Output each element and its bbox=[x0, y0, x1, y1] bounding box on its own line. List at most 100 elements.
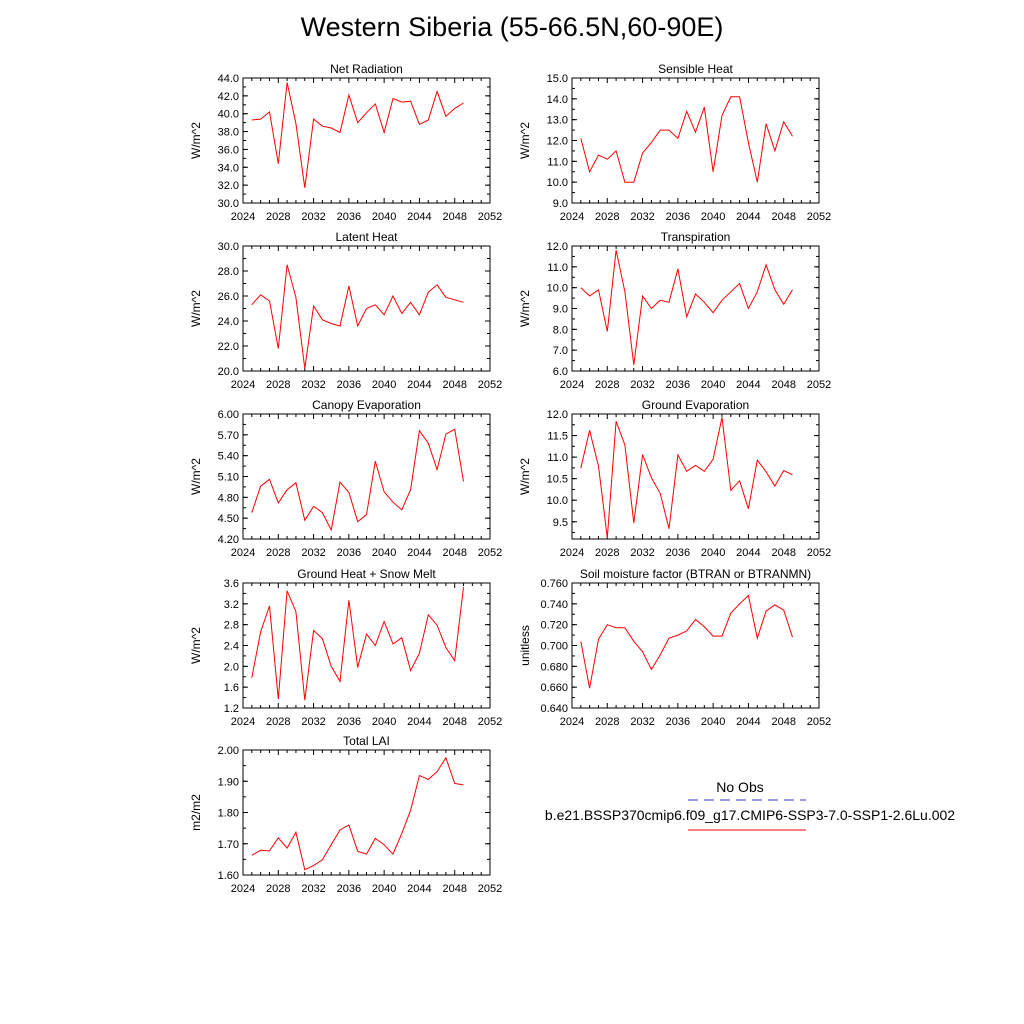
x-tick-label: 2048 bbox=[771, 211, 795, 223]
x-tick-label: 2048 bbox=[442, 211, 466, 223]
y-tick-label: 26.0 bbox=[218, 291, 239, 303]
x-tick-label: 2040 bbox=[701, 547, 725, 559]
plot-frame bbox=[571, 77, 820, 204]
x-tick-label: 2040 bbox=[701, 379, 725, 391]
panel-2: Sensible Heat W/m^2 2024 2028 2032 2036 2040 20… bbox=[518, 62, 831, 223]
series-line bbox=[251, 264, 464, 369]
y-tick-label: 5.10 bbox=[218, 472, 239, 484]
y-tick-label: 5.40 bbox=[218, 451, 239, 463]
y-tick-label: 40.0 bbox=[218, 109, 239, 121]
x-tick-label: 2044 bbox=[407, 547, 431, 559]
y-tick-label: 0.720 bbox=[540, 620, 568, 632]
y-tick-label: 4.50 bbox=[218, 513, 239, 525]
x-tick-label: 2024 bbox=[560, 547, 584, 559]
y-tick-label: 28.0 bbox=[218, 266, 239, 278]
x-tick-label: 2024 bbox=[231, 716, 255, 728]
y-tick-label: 1.90 bbox=[218, 776, 239, 788]
x-tick-label: 2052 bbox=[478, 883, 502, 895]
y-tick-label: 12.0 bbox=[547, 409, 568, 421]
x-tick-label: 2028 bbox=[266, 211, 290, 223]
y-tick-label: 2.8 bbox=[224, 620, 239, 632]
y-tick-label: 10.0 bbox=[547, 283, 568, 295]
panel-title: Total LAI bbox=[343, 734, 390, 748]
x-tick-label: 2048 bbox=[442, 379, 466, 391]
x-tick-label: 2032 bbox=[630, 716, 654, 728]
series-line bbox=[580, 594, 793, 689]
page-title: Western Siberia (55-66.5N,60-90E) bbox=[300, 12, 724, 42]
y-tick-label: 14.0 bbox=[547, 94, 568, 106]
x-tick-label: 2036 bbox=[337, 379, 361, 391]
x-tick-label: 2044 bbox=[736, 211, 760, 223]
y-axis-label: unitless bbox=[518, 625, 532, 666]
y-tick-label: 32.0 bbox=[218, 180, 239, 192]
y-tick-label: 0.680 bbox=[540, 661, 568, 673]
x-tick-label: 2048 bbox=[442, 716, 466, 728]
y-axis-label: m2/m2 bbox=[189, 794, 203, 831]
x-tick-label: 2044 bbox=[407, 883, 431, 895]
y-tick-label: 22.0 bbox=[218, 341, 239, 353]
x-tick-label: 2028 bbox=[266, 547, 290, 559]
x-tick-label: 2032 bbox=[301, 379, 325, 391]
x-tick-label: 2036 bbox=[666, 211, 690, 223]
y-tick-label: 9.0 bbox=[553, 198, 568, 210]
x-tick-label: 2040 bbox=[372, 883, 396, 895]
x-tick-label: 2052 bbox=[478, 716, 502, 728]
y-tick-label: 36.0 bbox=[218, 144, 239, 156]
y-tick-label: 2.00 bbox=[218, 745, 239, 757]
x-tick-label: 2036 bbox=[666, 716, 690, 728]
x-tick-label: 2048 bbox=[442, 547, 466, 559]
legend-model-label: b.e21.BSSP370cmip6.f09_g17.CMIP6-SSP3-7.… bbox=[544, 807, 956, 823]
x-tick-label: 2052 bbox=[807, 379, 831, 391]
x-tick-label: 2040 bbox=[372, 379, 396, 391]
x-tick-label: 2036 bbox=[666, 547, 690, 559]
panel-7: Ground Heat + Snow Melt W/m^2 2024 2028 2032… bbox=[189, 567, 502, 728]
panel-title: Ground Heat + Snow Melt bbox=[297, 567, 436, 581]
y-tick-label: 0.640 bbox=[540, 703, 568, 715]
panel-1: Net Radiation W/m^2 2024 2028 2032 2036 2040 20… bbox=[189, 62, 502, 223]
y-tick-label: 38.0 bbox=[218, 127, 239, 139]
y-tick-label: 4.20 bbox=[218, 534, 239, 546]
panel-title: Ground Evaporation bbox=[642, 398, 749, 412]
y-axis-label: W/m^2 bbox=[189, 627, 203, 664]
x-tick-label: 2032 bbox=[301, 883, 325, 895]
y-tick-label: 2.0 bbox=[224, 661, 239, 673]
y-tick-label: 1.2 bbox=[224, 703, 239, 715]
panel-title: Soil moisture factor (BTRAN or BTRANMN) bbox=[580, 567, 811, 581]
y-axis-label: W/m^2 bbox=[518, 122, 532, 159]
x-tick-label: 2044 bbox=[407, 716, 431, 728]
x-tick-label: 2028 bbox=[266, 716, 290, 728]
x-tick-label: 2032 bbox=[630, 211, 654, 223]
panel-8: Soil moisture factor (BTRAN or BTRANMN) u… bbox=[518, 567, 831, 728]
x-tick-label: 2028 bbox=[595, 379, 619, 391]
y-tick-label: 0.740 bbox=[540, 599, 568, 611]
y-tick-label: 1.70 bbox=[218, 839, 239, 851]
x-tick-label: 2036 bbox=[337, 716, 361, 728]
x-tick-label: 2024 bbox=[560, 211, 584, 223]
y-tick-label: 24.0 bbox=[218, 316, 239, 328]
y-tick-label: 6.00 bbox=[218, 409, 239, 421]
series-line bbox=[580, 250, 793, 365]
series-line bbox=[580, 417, 793, 538]
y-tick-label: 1.60 bbox=[218, 870, 239, 882]
y-tick-label: 9.5 bbox=[553, 517, 568, 529]
plot-frame bbox=[571, 245, 820, 372]
x-tick-label: 2032 bbox=[301, 211, 325, 223]
y-tick-label: 15.0 bbox=[547, 73, 568, 85]
panel-title: Net Radiation bbox=[330, 62, 403, 76]
panel-title: Latent Heat bbox=[335, 230, 398, 244]
series-line bbox=[580, 96, 793, 183]
y-tick-label: 8.0 bbox=[553, 324, 568, 336]
x-tick-label: 2036 bbox=[666, 379, 690, 391]
panel-title: Transpiration bbox=[661, 230, 731, 244]
x-tick-label: 2040 bbox=[372, 547, 396, 559]
legend-obs-label: No Obs bbox=[716, 779, 764, 795]
x-tick-label: 2040 bbox=[701, 716, 725, 728]
x-tick-label: 2024 bbox=[231, 379, 255, 391]
plot-frame bbox=[242, 749, 491, 876]
panel-title: Sensible Heat bbox=[658, 62, 733, 76]
y-tick-label: 12.0 bbox=[547, 241, 568, 253]
panel-6: Ground Evaporation W/m^2 2024 2028 2032 2036 2… bbox=[518, 398, 831, 559]
x-tick-label: 2036 bbox=[337, 883, 361, 895]
x-tick-label: 2024 bbox=[231, 883, 255, 895]
x-tick-label: 2052 bbox=[478, 547, 502, 559]
